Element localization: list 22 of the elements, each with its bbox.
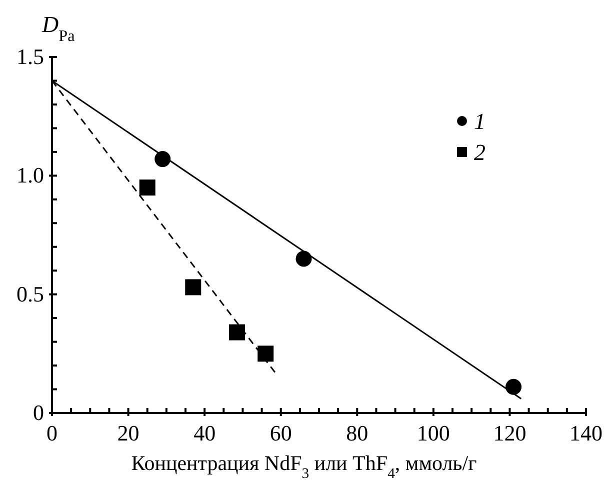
legend-label: 2: [474, 140, 486, 165]
point: [296, 250, 312, 267]
x-tick-label: 20: [117, 420, 140, 446]
x-axis-title: Концентрация NdF$_{3}$ или ThF$_{4}$, ммоль/г: [131, 451, 478, 482]
point: [258, 346, 274, 362]
y-tick-label: 1.5: [16, 44, 44, 70]
legend-label: 1: [474, 109, 486, 134]
x-tick-label: 80: [346, 420, 368, 446]
y-tick-label: 1.0: [16, 162, 44, 188]
x-tick-label: 40: [194, 420, 216, 446]
point: [228, 324, 245, 340]
x-tick-label: 100: [416, 420, 450, 446]
x-tick-label: 140: [570, 420, 602, 446]
y-tick-label: 0: [33, 400, 44, 426]
point: [185, 279, 202, 296]
point: [506, 378, 522, 395]
x-tick-label: 60: [270, 420, 292, 446]
point: [139, 180, 156, 196]
y-axis-title: D$_{Pa}$: [41, 12, 75, 44]
y-tick-label: 0.5: [16, 281, 44, 306]
x-tick-label: 120: [493, 420, 526, 446]
point: [154, 151, 171, 168]
